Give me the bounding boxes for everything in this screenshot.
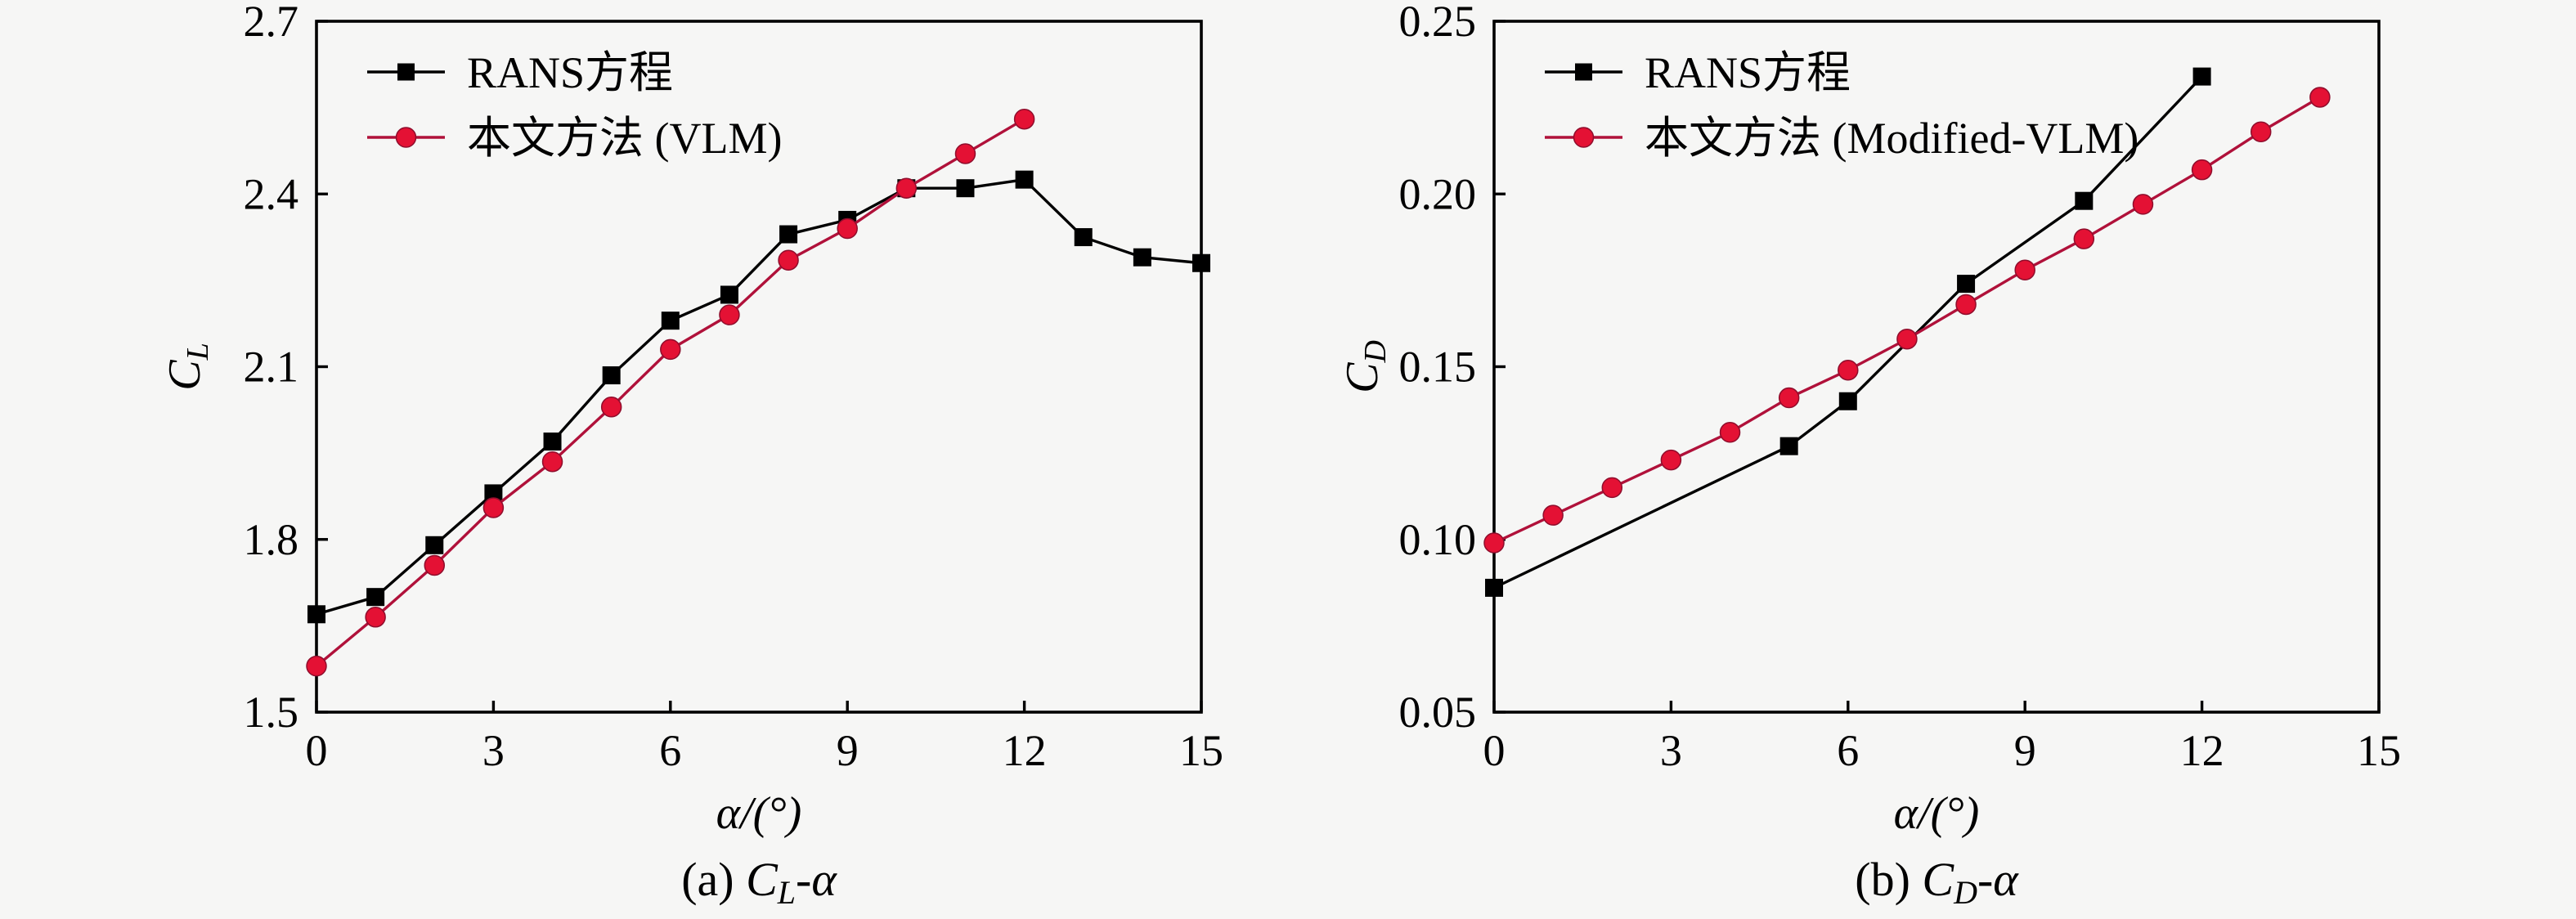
- svg-text:(a) CL-α: (a) CL-α: [681, 853, 837, 911]
- svg-text:2.1: 2.1: [244, 343, 299, 392]
- svg-text:0.10: 0.10: [1399, 515, 1477, 564]
- svg-text:3: 3: [1660, 726, 1682, 775]
- svg-text:15: 15: [2357, 726, 2401, 775]
- svg-text:0.25: 0.25: [1399, 0, 1477, 46]
- svg-text:0: 0: [1483, 726, 1506, 775]
- svg-text:0.15: 0.15: [1399, 343, 1477, 392]
- svg-text:6: 6: [1837, 726, 1859, 775]
- svg-text:3: 3: [482, 726, 505, 775]
- svg-text:9: 9: [2014, 726, 2036, 775]
- svg-text:1.5: 1.5: [244, 688, 299, 737]
- svg-text:本文方法 (VLM): 本文方法 (VLM): [467, 114, 782, 163]
- svg-text:1.8: 1.8: [244, 515, 299, 564]
- svg-text:本文方法 (Modified-VLM): 本文方法 (Modified-VLM): [1645, 114, 2138, 163]
- svg-text:12: 12: [2180, 726, 2224, 775]
- svg-text:0: 0: [306, 726, 328, 775]
- svg-text:RANS方程: RANS方程: [1645, 48, 1851, 97]
- svg-text:0.20: 0.20: [1399, 169, 1477, 218]
- svg-text:RANS方程: RANS方程: [467, 48, 673, 97]
- svg-text:0.05: 0.05: [1399, 688, 1477, 737]
- svg-text:9: 9: [837, 726, 859, 775]
- svg-text:12: 12: [1003, 726, 1047, 775]
- svg-text:α/(°): α/(°): [1894, 788, 1980, 839]
- svg-text:2.7: 2.7: [244, 0, 299, 46]
- svg-text:2.4: 2.4: [244, 169, 299, 218]
- svg-text:(b) CD-α: (b) CD-α: [1855, 853, 2019, 911]
- svg-text:15: 15: [1179, 726, 1223, 775]
- svg-text:α/(°): α/(°): [716, 788, 802, 839]
- svg-text:6: 6: [659, 726, 681, 775]
